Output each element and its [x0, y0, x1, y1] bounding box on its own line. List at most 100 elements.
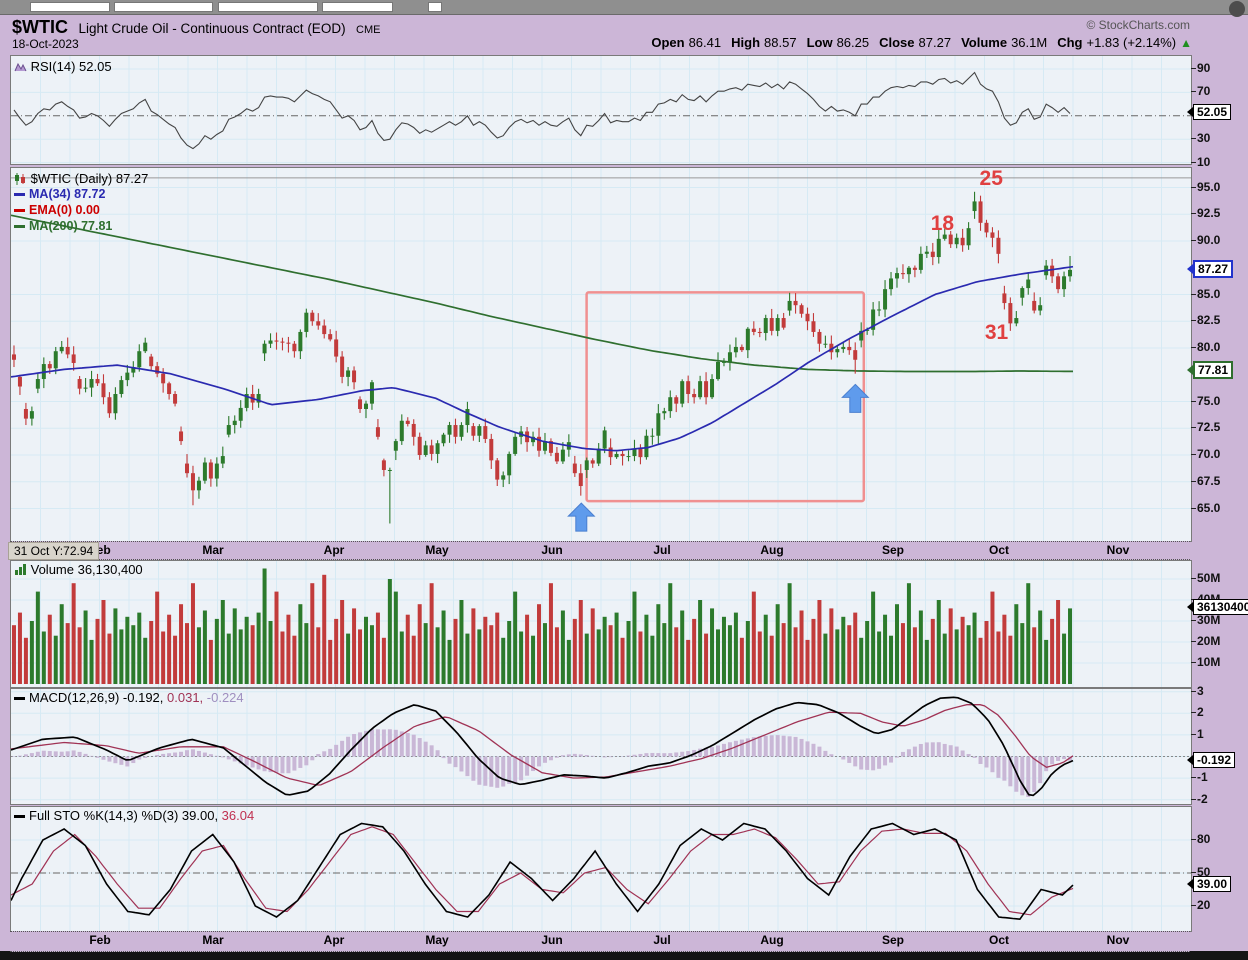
candlestick-icon [15, 173, 25, 185]
corner-widget [1229, 1, 1245, 17]
legend-part: -0.224 [203, 690, 244, 705]
y-tick-label: 20M [1197, 634, 1221, 648]
y-tick-label: 95.0 [1197, 179, 1221, 194]
macd-panel[interactable] [10, 688, 1192, 805]
y-tick-mark [1191, 454, 1196, 455]
y-tick-mark [1191, 620, 1196, 621]
x-tick-label: May [425, 933, 449, 947]
volume-bars-icon [15, 564, 26, 575]
volume-legend: Volume 36,130,400 [14, 562, 143, 577]
y-tick-label: -1 [1197, 770, 1208, 785]
macd-legend: MACD(12,26,9) -0.192, 0.031, -0.224 [14, 690, 244, 705]
y-tick-mark [1191, 161, 1196, 163]
rsi-legend-label: RSI(14) 52.05 [30, 59, 112, 74]
x-tick-label: Oct [988, 543, 1010, 557]
quote-label: Low [806, 35, 833, 50]
x-tick-label: Mar [202, 933, 224, 947]
y-tick-label: 70 [1197, 84, 1211, 99]
overlay-legend-row: MA(34) 87.72 [14, 186, 148, 202]
exchange-label: CME [356, 24, 381, 36]
background-cell [428, 2, 442, 12]
quote-label: High [731, 35, 761, 50]
quote-value: 36.1M [1011, 35, 1048, 50]
x-tick-label: Jul [653, 543, 671, 557]
y-tick-label: 82.5 [1197, 313, 1221, 328]
y-tick-label: 80.0 [1197, 340, 1221, 354]
y-tick-mark [1191, 507, 1196, 509]
legend-part: Full STO %K(14,3) %D(3) 39.00, [29, 808, 219, 823]
y-tick-label: 50 [1197, 865, 1211, 879]
y-tick-mark [1191, 91, 1196, 93]
ma34-line [11, 265, 1074, 452]
y-tick-mark [1191, 712, 1196, 714]
price-panel[interactable]: 25 18 31 [10, 167, 1192, 542]
ma200-line [11, 214, 1073, 373]
y-tick-mark [1191, 872, 1196, 873]
background-cell [322, 2, 393, 12]
y-tick-label: 2 [1197, 705, 1204, 720]
quote-value: 86.41 [688, 35, 722, 50]
quote-label: Open [651, 35, 685, 50]
y-tick-label: 75.0 [1197, 393, 1221, 408]
y-tick-mark [1191, 641, 1196, 642]
y-tick-label: 20 [1197, 898, 1211, 912]
y-tick-label: -2 [1197, 791, 1208, 806]
y-tick-label: 90.0 [1197, 233, 1221, 247]
y-tick-mark [1191, 427, 1196, 429]
value-callout: 36130400 [1193, 599, 1248, 616]
stochastics-panel[interactable] [10, 806, 1192, 932]
ohlc-quote-bar: Open 86.41 High 88.57 Low 86.25 Close 87.27 Volu… [641, 35, 1192, 50]
macd-line-icon [14, 697, 25, 701]
y-tick-mark [1191, 293, 1196, 295]
volume-panel[interactable] [10, 560, 1192, 688]
y-tick-mark [1191, 839, 1196, 840]
y-tick-label: 90 [1197, 61, 1211, 75]
bottom-edge-bar [0, 951, 1248, 960]
chart-header: $WTIC Light Crude Oil - Continuous Contr… [12, 17, 380, 38]
value-callout: 77.81 [1193, 361, 1234, 380]
y-tick-label: 92.5 [1197, 206, 1221, 221]
value-callout-notch [1187, 879, 1193, 890]
sto-percent-k-line [11, 822, 1074, 921]
y-tick-mark [1191, 138, 1196, 140]
y-tick-label: 80 [1197, 832, 1211, 846]
background-cell [30, 2, 110, 12]
price-legend: $WTIC (Daily) 87.27 MA(34) 87.72 EMA(0) 0… [14, 171, 148, 234]
rsi-panel[interactable] [10, 55, 1192, 165]
crosshair-date-tooltip: 31 Oct Y:72.94 [8, 542, 100, 560]
value-callout-notch [1187, 264, 1193, 275]
overlay-legend-row: MA(200) 77.81 [14, 218, 148, 234]
y-tick-mark [1191, 320, 1196, 322]
x-tick-label: Sep [881, 933, 905, 947]
candlesticks [11, 191, 1073, 524]
x-tick-label: Feb [89, 933, 111, 947]
legend-part: 36.04 [218, 808, 255, 823]
up-arrow-annotation [567, 502, 596, 532]
x-tick-label: Jun [541, 543, 563, 557]
quote-value: +1.83 (+2.14%) [1086, 35, 1177, 50]
price-plot: 25 18 31 [11, 168, 1191, 541]
overlay-legend-row: EMA(0) 0.00 [14, 202, 148, 218]
y-tick-mark [1191, 186, 1196, 188]
value-callout-notch [1187, 365, 1193, 376]
x-tick-label: Jul [653, 933, 671, 947]
x-tick-label: Apr [323, 543, 345, 557]
bottom-date-axis: Feb Mar Apr May Jun Jul Aug Sep Oct Nov [10, 931, 1190, 952]
ma-line-icon [14, 225, 25, 229]
x-tick-label: Oct [988, 933, 1010, 947]
browser-top-strip [0, 0, 1248, 15]
y-tick-label: 30M [1197, 613, 1221, 627]
y-tick-mark [1191, 690, 1196, 692]
y-tick-mark [1191, 662, 1196, 663]
value-callout-notch [1187, 107, 1193, 118]
y-tick-label: 70.0 [1197, 447, 1221, 461]
annotation-number: 31 [985, 321, 1009, 344]
annotation-number: 25 [980, 168, 1004, 190]
value-callout-notch [1187, 754, 1193, 765]
overlay-legend-rows: MA(34) 87.72 EMA(0) 0.00 MA(200) 77.81 [14, 186, 148, 234]
y-tick-label: 1 [1197, 726, 1204, 741]
y-tick-mark [1191, 480, 1196, 482]
stockcharts-brand: © StockCharts.com [1086, 18, 1190, 32]
legend-part: MACD(12,26,9) -0.192, [29, 690, 164, 705]
